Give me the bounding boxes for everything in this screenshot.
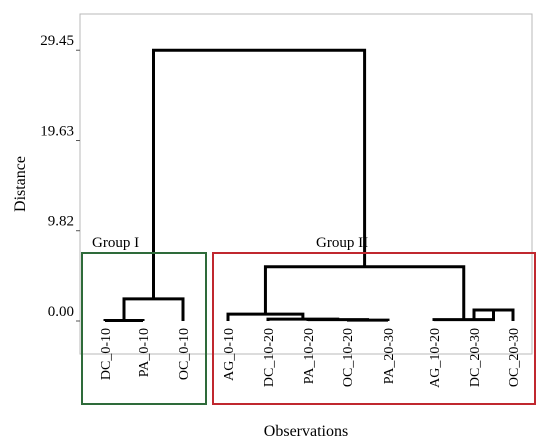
x-axis-label: Observations — [264, 423, 348, 440]
dendrogram-link — [432, 309, 495, 322]
leaf-label: AG_10-20 — [428, 328, 443, 388]
group-box — [81, 252, 207, 405]
leaf-label: PA_0-10 — [137, 328, 152, 377]
leaf-label: OC_20-30 — [507, 328, 522, 387]
leaf-label: DC_0-10 — [99, 328, 114, 380]
leaf-label: PA_10-20 — [302, 328, 317, 384]
y-tick-label: 29.45 — [40, 33, 74, 49]
group-boxes: Group I Group II — [81, 235, 536, 405]
dendrogram-links — [103, 48, 515, 323]
group-label: Group II — [316, 235, 368, 251]
group-box — [212, 252, 536, 405]
leaf-label: OC_0-10 — [177, 328, 192, 380]
plot-frame — [79, 13, 533, 355]
dendrogram-link — [263, 265, 466, 320]
y-tick-label: 9.82 — [48, 214, 74, 230]
leaf-label: DC_10-20 — [262, 328, 277, 387]
y-axis-ticks: 0.00 9.82 19.63 29.45 — [40, 33, 80, 322]
leaf-label: OC_10-20 — [341, 328, 356, 387]
leaf-label: PA_20-30 — [382, 328, 397, 384]
dendrogram-link — [472, 308, 515, 321]
leaf-label: AG_0-10 — [222, 328, 237, 381]
group-label: Group I — [92, 235, 139, 251]
y-tick-label: 0.00 — [48, 304, 74, 320]
dendrogram-link — [152, 48, 367, 299]
y-tick-label: 19.63 — [40, 124, 74, 140]
leaf-label: DC_20-30 — [468, 328, 483, 387]
dendrogram-link — [122, 297, 185, 321]
leaf-labels: DC_0-10 PA_0-10 OC_0-10 AG_0-10 DC_10-20 PA_1… — [99, 328, 522, 388]
y-axis-label: Distance — [12, 156, 29, 212]
